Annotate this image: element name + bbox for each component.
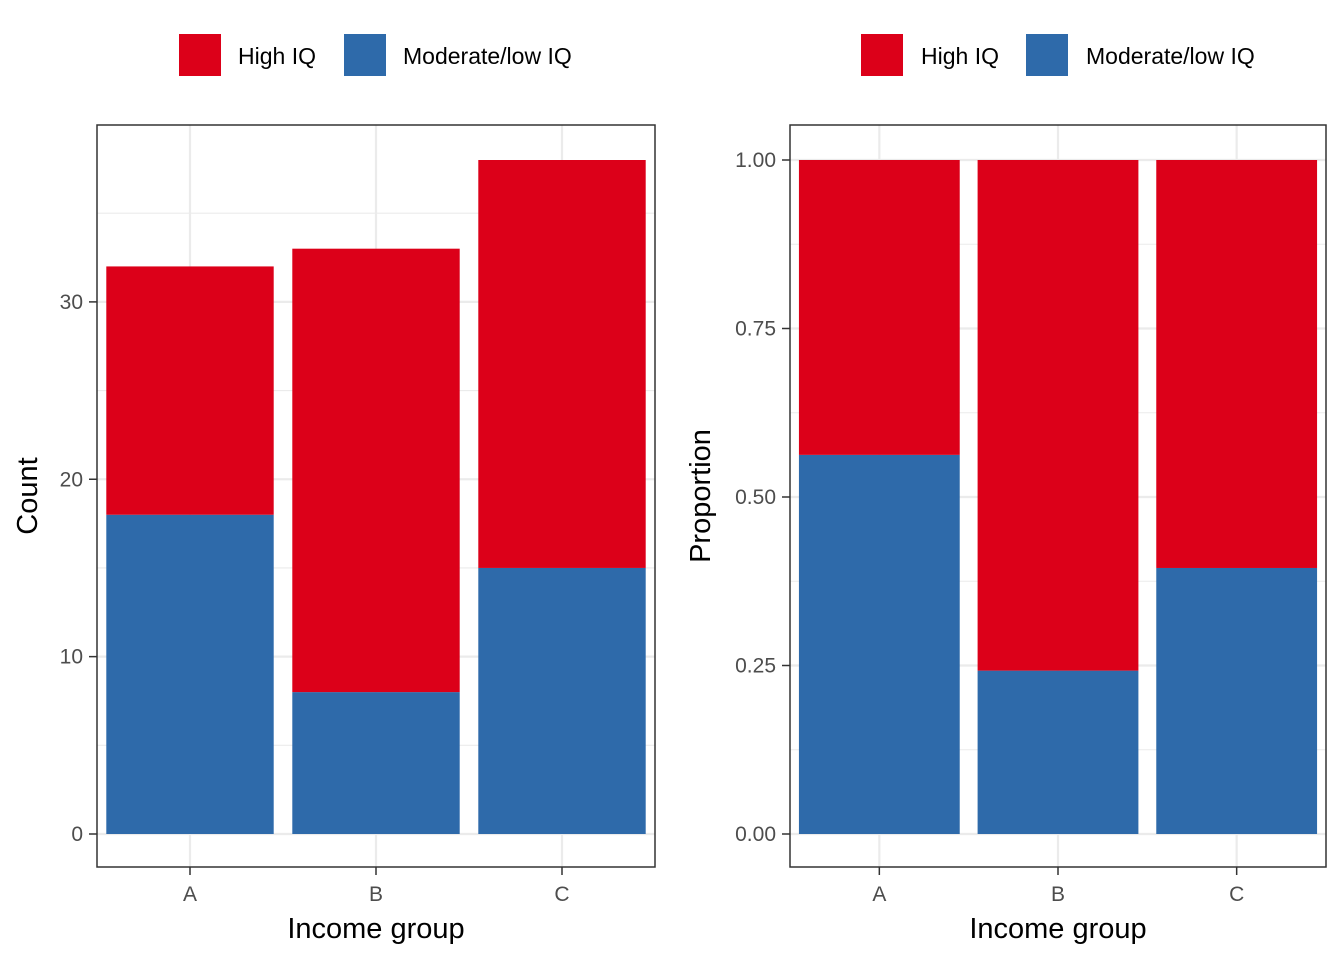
legend-label-low: Moderate/low IQ <box>403 43 572 69</box>
legend-swatch-high <box>179 34 221 76</box>
y-tick-label: 0.00 <box>735 823 776 846</box>
bar-A-low <box>106 514 274 834</box>
legend-label-high: High IQ <box>921 43 999 69</box>
bar-B-low <box>977 670 1139 834</box>
bar-C-high <box>1156 160 1318 568</box>
bar-A-low <box>798 454 960 834</box>
bar-C-low <box>478 567 646 834</box>
y-tick-label: 20 <box>60 468 83 491</box>
y-tick-label: 0.75 <box>735 318 776 341</box>
y-axis-title: Proportion <box>685 429 717 563</box>
y-tick-label: 1.00 <box>735 149 776 172</box>
legend-swatch-low <box>1026 34 1068 76</box>
legend: High IQ Moderate/low IQ <box>179 34 572 76</box>
bar-C-low <box>1156 567 1318 834</box>
x-axis-title: Income group <box>287 913 464 945</box>
legend-swatch-high <box>861 34 903 76</box>
bar-A-high <box>798 160 960 455</box>
y-tick-label: 10 <box>60 646 83 669</box>
chart-panel-2: 0.00 0.25 0.50 0.75 1.00 A B C Income group Propo… <box>685 34 1327 945</box>
legend-swatch-low <box>344 34 386 76</box>
legend-label-low: Moderate/low IQ <box>1086 43 1255 69</box>
x-axis-title: Income group <box>969 913 1146 945</box>
y-tick-label: 0.50 <box>735 486 776 509</box>
legend: High IQ Moderate/low IQ <box>861 34 1255 76</box>
x-tick-label: B <box>369 883 383 906</box>
bar-B-high <box>977 160 1139 671</box>
x-tick-label: C <box>1229 883 1244 906</box>
x-tick-label: A <box>183 883 197 906</box>
bar-C-high <box>478 160 646 568</box>
y-tick-label: 0 <box>71 823 83 846</box>
bar-A-high <box>106 266 274 515</box>
legend-label-high: High IQ <box>238 43 316 69</box>
y-axis-title: Count <box>12 457 44 534</box>
y-tick-label: 30 <box>60 291 83 314</box>
x-tick-label: A <box>872 883 886 906</box>
chart-panel-1: 0 10 20 30 A B C Income group Count High IQ Modera… <box>12 34 656 945</box>
y-tick-label: 0.25 <box>735 655 776 678</box>
x-tick-label: C <box>554 883 569 906</box>
bar-B-high <box>292 248 460 693</box>
bar-B-low <box>292 692 460 834</box>
x-tick-label: B <box>1051 883 1065 906</box>
